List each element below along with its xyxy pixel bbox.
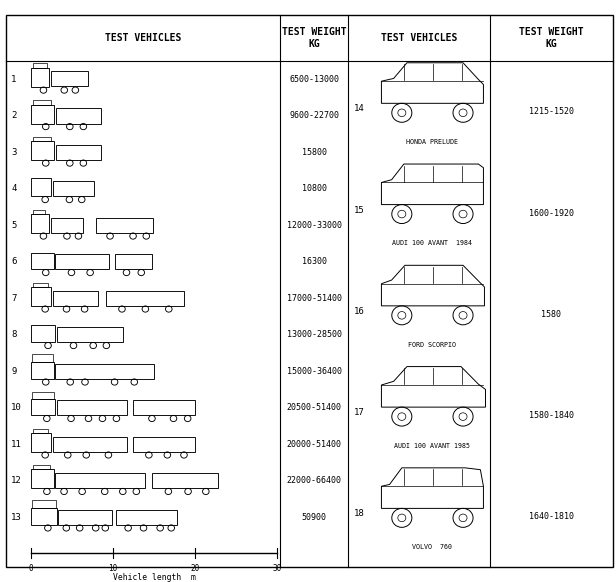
Bar <box>33 465 51 470</box>
Bar <box>31 433 51 452</box>
Text: 14: 14 <box>354 104 365 113</box>
Text: 13000-28500: 13000-28500 <box>286 330 342 339</box>
Bar <box>31 508 57 525</box>
Text: 7: 7 <box>11 294 17 303</box>
Bar <box>116 509 177 525</box>
Bar <box>55 473 145 488</box>
Text: 10: 10 <box>108 563 118 573</box>
Bar <box>31 253 54 269</box>
Text: TEST VEHICLES: TEST VEHICLES <box>105 33 181 43</box>
Text: 20000-51400: 20000-51400 <box>286 440 342 449</box>
Bar <box>95 218 153 233</box>
Text: 1600-1920: 1600-1920 <box>529 208 574 218</box>
Text: 17000-51400: 17000-51400 <box>286 294 342 303</box>
Bar <box>55 254 109 269</box>
Bar <box>31 325 55 342</box>
Bar <box>32 392 54 399</box>
Text: 4: 4 <box>11 184 17 193</box>
Bar <box>56 108 102 123</box>
Text: 1580-1840: 1580-1840 <box>529 411 574 420</box>
Text: VOLVO  760: VOLVO 760 <box>413 544 452 550</box>
Bar <box>31 362 54 379</box>
Text: 15: 15 <box>354 205 365 215</box>
Text: TEST WEIGHT
KG: TEST WEIGHT KG <box>519 27 583 49</box>
Text: 20500-51400: 20500-51400 <box>286 403 342 412</box>
Bar <box>53 436 127 452</box>
Text: 20: 20 <box>190 563 200 573</box>
Text: 3: 3 <box>11 148 17 157</box>
Text: AUDI 100 AVANT 1985: AUDI 100 AVANT 1985 <box>394 443 471 449</box>
Text: 6: 6 <box>11 257 17 267</box>
Text: 13: 13 <box>11 513 22 521</box>
Text: 17: 17 <box>354 408 365 417</box>
Text: TEST VEHICLES: TEST VEHICLES <box>381 33 457 43</box>
Text: 1: 1 <box>11 75 17 84</box>
Text: 8: 8 <box>11 330 17 339</box>
Bar <box>33 283 48 287</box>
Text: 1640-1810: 1640-1810 <box>529 512 574 521</box>
Bar <box>115 254 152 269</box>
Bar <box>31 399 55 416</box>
Bar <box>32 354 52 362</box>
Text: 1580: 1580 <box>541 310 561 319</box>
Text: 6500-13000: 6500-13000 <box>289 75 339 84</box>
Bar <box>31 105 54 123</box>
Text: Vehicle length  m: Vehicle length m <box>113 573 195 582</box>
Bar <box>53 181 94 197</box>
Bar <box>51 70 88 86</box>
Text: 5: 5 <box>11 221 17 230</box>
Text: AUDI 100 AVANT  1984: AUDI 100 AVANT 1984 <box>392 240 472 246</box>
Bar <box>134 436 195 452</box>
Bar <box>33 429 48 433</box>
Text: 11: 11 <box>11 440 22 449</box>
Text: 16300: 16300 <box>302 257 326 267</box>
Text: 12: 12 <box>11 476 22 485</box>
Bar <box>33 100 52 105</box>
Text: 10: 10 <box>11 403 22 412</box>
Text: 30: 30 <box>272 563 282 573</box>
Bar <box>31 470 54 488</box>
Bar <box>31 141 54 160</box>
Text: 15800: 15800 <box>302 148 326 157</box>
Bar <box>57 400 127 416</box>
Text: 10800: 10800 <box>302 184 326 193</box>
Bar <box>31 287 51 306</box>
Bar <box>152 473 217 488</box>
Text: 1215-1520: 1215-1520 <box>529 107 574 116</box>
Bar <box>31 68 49 87</box>
Bar <box>33 137 52 141</box>
Bar <box>55 364 154 379</box>
Bar <box>32 501 56 508</box>
Text: 22000-66400: 22000-66400 <box>286 476 342 485</box>
Text: 9: 9 <box>11 367 17 376</box>
Text: 15000-36400: 15000-36400 <box>286 367 342 376</box>
Bar <box>53 290 98 306</box>
Text: 16: 16 <box>354 307 365 316</box>
Bar <box>56 145 102 160</box>
Bar <box>134 400 195 416</box>
Bar <box>57 327 123 342</box>
Text: 0: 0 <box>28 563 33 573</box>
Bar <box>33 210 45 214</box>
Text: 9600-22700: 9600-22700 <box>289 111 339 120</box>
Bar <box>59 509 111 525</box>
Bar <box>33 63 47 68</box>
Text: TEST WEIGHT
KG: TEST WEIGHT KG <box>282 27 346 49</box>
Bar <box>31 214 49 233</box>
Text: 2: 2 <box>11 111 17 120</box>
Text: 50900: 50900 <box>302 513 326 521</box>
Bar <box>107 290 184 306</box>
Bar <box>31 178 51 197</box>
Text: FORD SCORPIO: FORD SCORPIO <box>408 342 456 347</box>
Bar <box>51 218 83 233</box>
Text: 12000-33000: 12000-33000 <box>286 221 342 230</box>
Text: HONDA PRELUDE: HONDA PRELUDE <box>407 139 458 145</box>
Text: 18: 18 <box>354 509 365 519</box>
